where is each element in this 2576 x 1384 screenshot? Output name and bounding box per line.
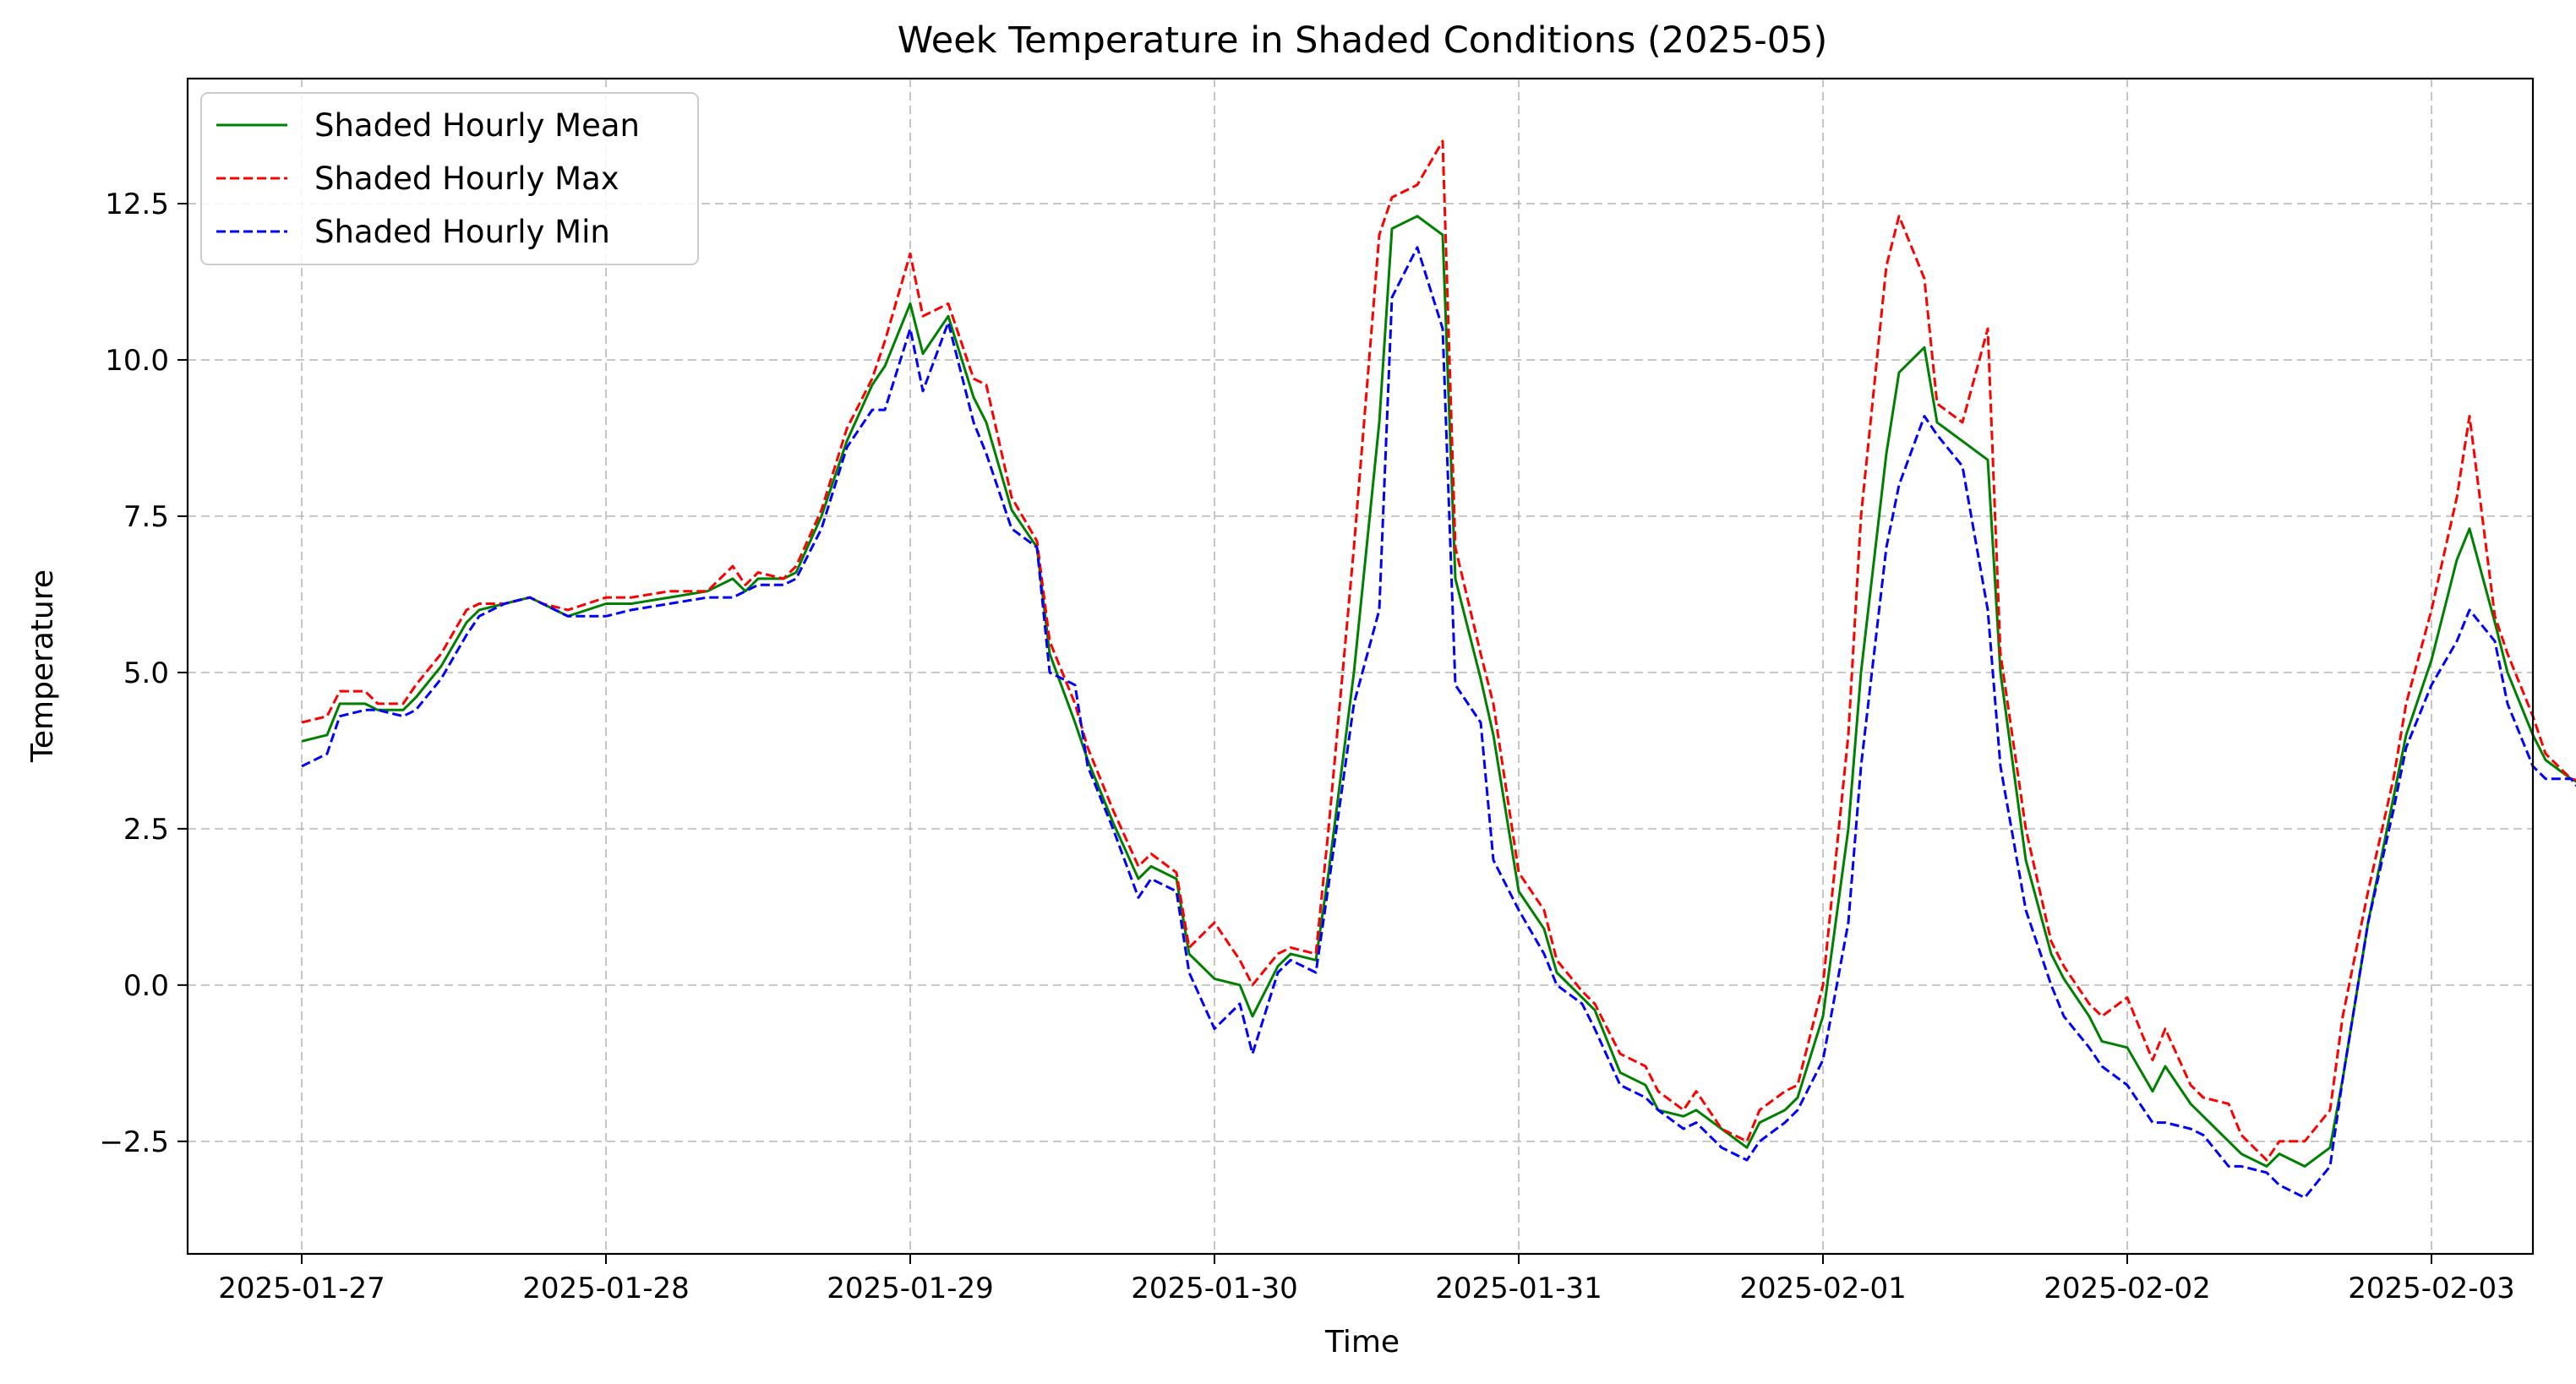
legend-box — [200, 92, 699, 265]
y-tick-label: 5.0 — [123, 657, 169, 690]
x-tick-label: 2025-01-30 — [1131, 1272, 1298, 1305]
x-tick-label: 2025-02-02 — [2044, 1272, 2211, 1305]
y-tick-label: 0.0 — [123, 969, 169, 1003]
y-axis-ticks: −2.5 0.0 2.5 5.0 7.5 10.0 12.5 — [99, 188, 188, 1159]
legend-label: Shaded Hourly Mean — [314, 107, 640, 144]
legend-label: Shaded Hourly Max — [314, 161, 619, 197]
y-tick-label: 7.5 — [123, 500, 169, 534]
series-layer — [301, 139, 2576, 1199]
series-line — [301, 139, 2576, 1162]
series-line — [301, 246, 2576, 1199]
x-tick-label: 2025-01-27 — [218, 1272, 385, 1305]
x-tick-label: 2025-02-03 — [2348, 1272, 2515, 1305]
y-axis-title: Temperature — [25, 569, 60, 763]
y-tick-label: 12.5 — [105, 188, 169, 221]
y-tick-label: 10.0 — [105, 344, 169, 378]
chart-title: Week Temperature in Shaded Conditions (2… — [898, 19, 1828, 62]
x-tick-label: 2025-02-01 — [1739, 1272, 1907, 1305]
x-tick-label: 2025-01-28 — [522, 1272, 690, 1305]
x-axis-title: Time — [1324, 1325, 1400, 1359]
plot-frame — [186, 77, 2535, 1256]
x-tick-label: 2025-01-29 — [827, 1272, 994, 1305]
y-gridlines — [188, 202, 2533, 1142]
y-tick-label: 2.5 — [123, 813, 169, 847]
series-line — [301, 215, 2576, 1168]
x-tick-label: 2025-01-31 — [1435, 1272, 1602, 1305]
y-tick-label: −2.5 — [99, 1125, 169, 1159]
x-axis-ticks: 2025-01-27 2025-01-28 2025-01-29 2025-01-30… — [218, 1254, 2515, 1305]
x-gridlines — [301, 79, 2432, 1254]
legend-label: Shaded Hourly Min — [314, 214, 610, 250]
legend: Shaded Hourly Mean Shaded Hourly Max Shade… — [200, 92, 699, 265]
